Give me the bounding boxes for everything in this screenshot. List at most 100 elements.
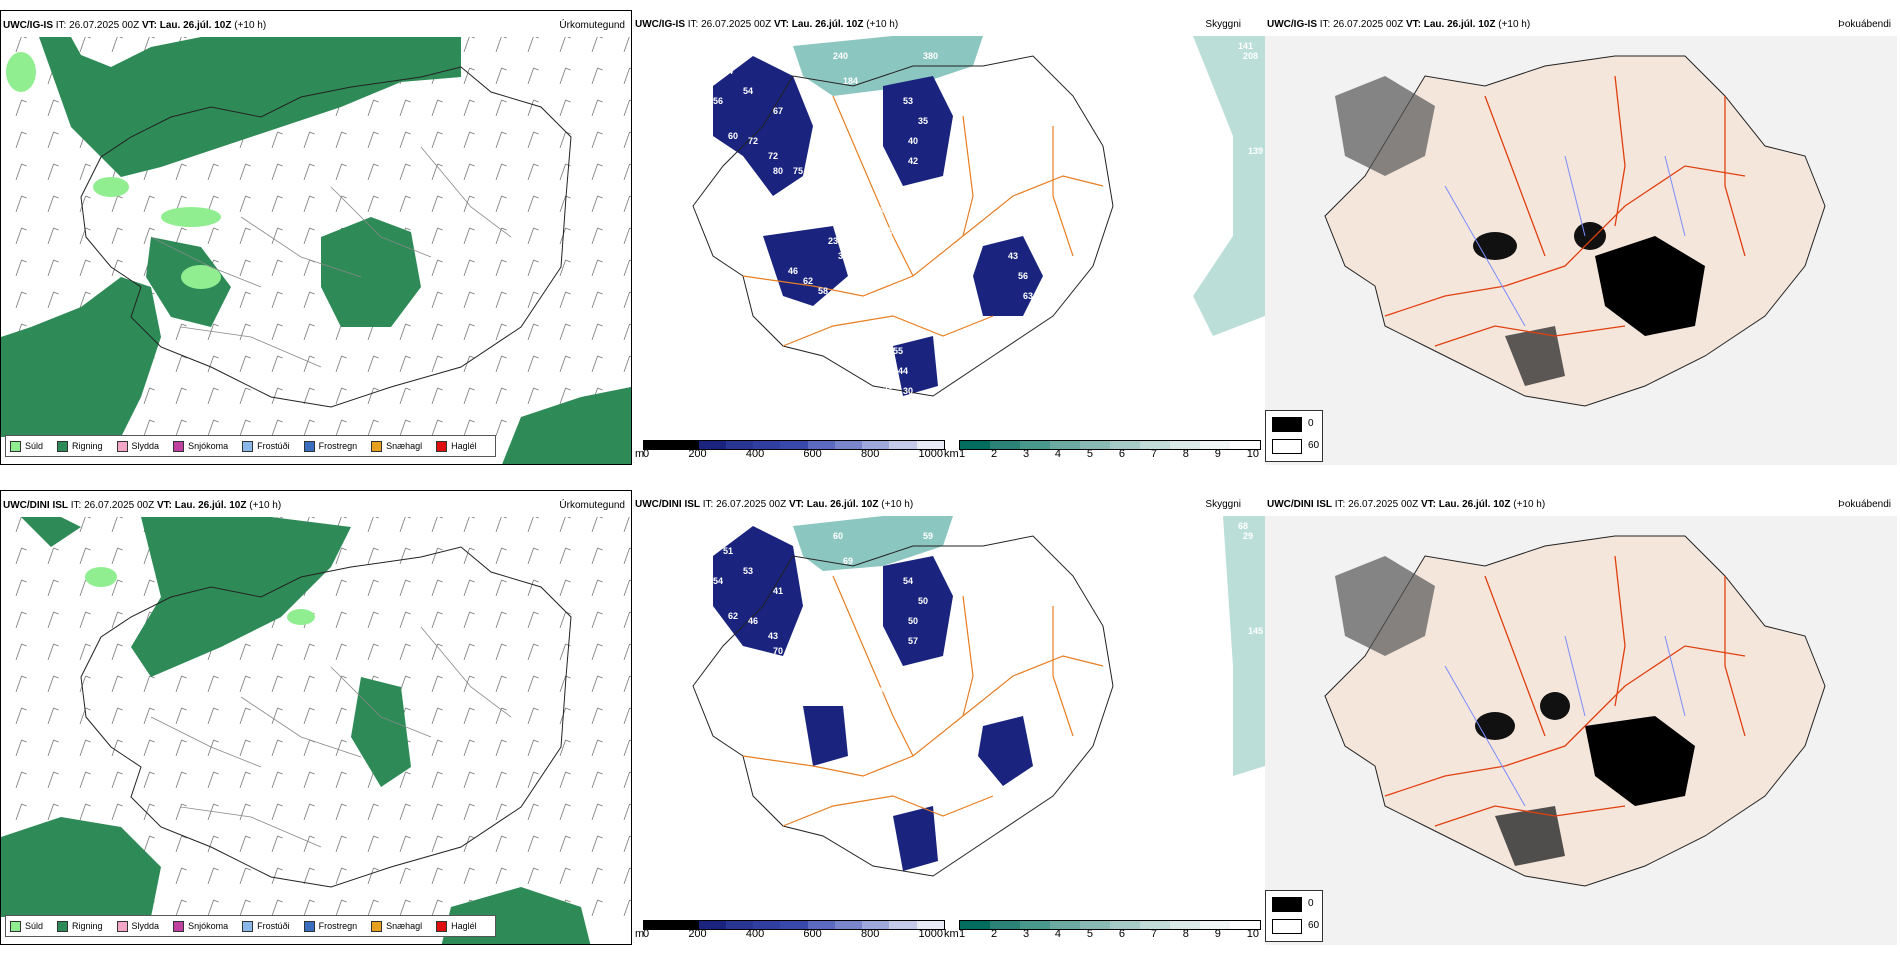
- wind-barb: [47, 739, 59, 757]
- cloud-base-value: 56: [1018, 271, 1028, 281]
- wind-barb: [111, 707, 123, 725]
- panel-type-label: Þokuábendi: [1838, 19, 1891, 30]
- wind-barb: [527, 323, 539, 341]
- rain-area: [321, 217, 421, 327]
- wind-barb: [367, 517, 379, 533]
- wind-barb: [239, 835, 251, 853]
- wind-barb: [495, 355, 507, 373]
- wind-barb: [79, 707, 91, 725]
- cloud-base-value: 56: [713, 96, 723, 106]
- row-ig-is: UWC/IG-IS IT: 26.07.2025 00Z VT: Lau. 26…: [0, 10, 1900, 480]
- wind-barb: [591, 899, 603, 917]
- wind-barb: [239, 163, 251, 181]
- precip-type-panel[interactable]: UWC/DINI ISL IT: 26.07.2025 00Z VT: Lau.…: [0, 490, 632, 945]
- rivers: [1444, 635, 1686, 807]
- cloud-base-value: 380: [923, 51, 938, 61]
- rain-area: [1, 817, 161, 917]
- visibility-panel[interactable]: UWC/DINI ISL IT: 26.07.2025 00Z VT: Lau.…: [633, 490, 1265, 945]
- cloud-base-value: 145: [1248, 626, 1263, 636]
- drizzle-area: [85, 567, 117, 587]
- wind-barb: [463, 547, 475, 565]
- wind-barb: [335, 131, 347, 149]
- cloud-base-value: 238: [828, 236, 843, 246]
- wind-barb: [527, 611, 539, 629]
- wind-barb: [431, 899, 443, 917]
- wind-barb: [175, 835, 187, 853]
- wind-barb: [367, 835, 379, 853]
- wind-barb: [527, 99, 539, 117]
- wind-barb: [111, 547, 123, 565]
- wind-barb: [559, 227, 571, 245]
- low-visibility-area: [1193, 36, 1265, 336]
- legend-item: Snæhagl: [371, 920, 422, 932]
- wind-barb: [399, 611, 411, 629]
- precip-map[interactable]: [1, 517, 631, 945]
- wind-barb: [591, 163, 603, 181]
- wind-barb: [527, 803, 539, 821]
- legend-label: Haglél: [451, 921, 477, 931]
- wind-barb: [495, 867, 507, 885]
- fog-index-panel[interactable]: UWC/IG-IS IT: 26.07.2025 00Z VT: Lau. 26…: [1265, 10, 1897, 465]
- legend-swatch: [116, 440, 128, 452]
- cloud-base-value: 68: [1238, 521, 1248, 531]
- wind-barb: [431, 259, 443, 277]
- drizzle-area: [181, 265, 221, 289]
- cloud-base-value: 44: [898, 366, 908, 376]
- wind-barb: [527, 547, 539, 565]
- cloud-base-value: 46: [748, 616, 758, 626]
- wind-barb: [335, 867, 347, 885]
- wind-barb: [207, 899, 219, 917]
- cloud-base-value: 116: [1023, 76, 1038, 86]
- wind-barb: [495, 517, 507, 533]
- wind-barb: [591, 675, 603, 693]
- wind-barb: [623, 899, 631, 917]
- wind-barb: [431, 643, 443, 661]
- wind-barb: [271, 131, 283, 149]
- height-unit: m: [635, 928, 645, 940]
- wind-barb: [431, 771, 443, 789]
- fog-index-panel[interactable]: UWC/DINI ISL IT: 26.07.2025 00Z VT: Lau.…: [1265, 490, 1897, 945]
- cloud-base-value: 54: [703, 596, 713, 606]
- wind-barb: [303, 707, 315, 725]
- fog-map[interactable]: [1265, 516, 1897, 945]
- wind-barb: [47, 99, 59, 117]
- fog-legend: 0 60: [1265, 890, 1323, 942]
- wind-barb: [463, 227, 475, 245]
- precip-map[interactable]: [1, 37, 631, 465]
- wind-barb: [463, 771, 475, 789]
- wind-barb: [15, 739, 27, 757]
- wind-barb: [175, 675, 187, 693]
- wind-barb: [79, 739, 91, 757]
- wind-barb: [559, 547, 571, 565]
- legend-item: Frostúði: [242, 920, 290, 932]
- wind-barb: [495, 323, 507, 341]
- precip-type-panel[interactable]: UWC/IG-IS IT: 26.07.2025 00Z VT: Lau. 26…: [0, 10, 632, 465]
- cloud-base-value: 59: [923, 531, 933, 541]
- wind-barb: [527, 707, 539, 725]
- wind-barb: [111, 771, 123, 789]
- wind-barb: [303, 259, 315, 277]
- wind-barb: [335, 611, 347, 629]
- height-ticks: 0 200 400 600 800 1000: [643, 928, 943, 940]
- wind-barb: [559, 771, 571, 789]
- cloud-base-value: 69: [843, 556, 853, 566]
- wind-barb: [623, 611, 631, 629]
- height-ticks: 0 200 400 600 800 1000: [643, 448, 943, 460]
- wind-barb: [367, 803, 379, 821]
- wind-barb: [367, 355, 379, 373]
- roads: [150, 626, 512, 848]
- wind-barb: [559, 99, 571, 117]
- wind-barb: [335, 547, 347, 565]
- cloud-base-value: 155: [873, 206, 888, 216]
- legend-label: Haglél: [451, 441, 477, 451]
- wind-barb: [335, 163, 347, 181]
- fog-area: [1540, 692, 1570, 720]
- wind-barb: [495, 579, 507, 597]
- wind-barb: [143, 707, 155, 725]
- fog-map[interactable]: [1265, 36, 1897, 465]
- visibility-panel[interactable]: UWC/IG-IS IT: 26.07.2025 00Z VT: Lau. 26…: [633, 10, 1265, 465]
- wind-barb: [399, 547, 411, 565]
- wind-barb: [271, 195, 283, 213]
